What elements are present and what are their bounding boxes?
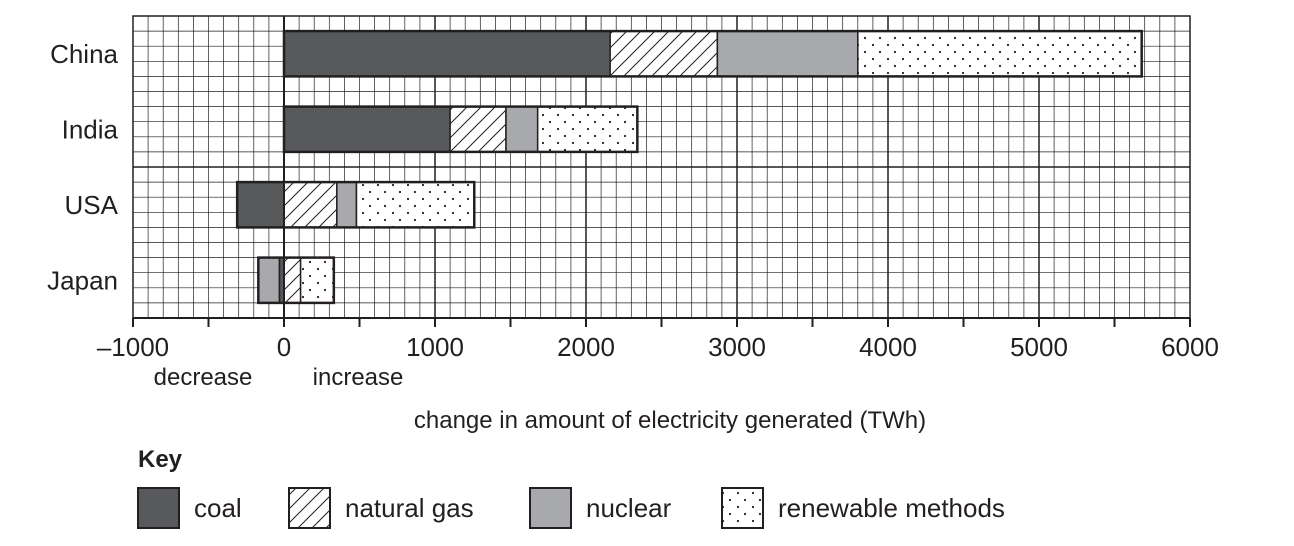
x-tick-label: 3000 (708, 332, 766, 362)
x-axis: –1000 0 1000 2000 3000 4000 5000 6000 (97, 317, 1219, 362)
x-tick-label: 6000 (1161, 332, 1219, 362)
segment-nuclear (716, 30, 859, 78)
legend-swatch (721, 487, 764, 529)
category-label: Japan (47, 265, 118, 295)
category-label: China (50, 39, 118, 69)
segment-nuclear (336, 181, 358, 229)
legend-label: renewable methods (778, 493, 1005, 523)
x-tick-label: 1000 (406, 332, 464, 362)
x-tick-label: 0 (277, 332, 291, 362)
segment-nuclear (505, 105, 539, 153)
segment-natural-gas (609, 30, 719, 78)
bars (235, 16, 1143, 318)
legend-item-renewable-methods: renewable methods (721, 487, 1005, 529)
bar-china (282, 29, 1143, 78)
legend-swatch (529, 487, 572, 529)
legend-title: Key (138, 446, 183, 473)
segment-renewable-methods (355, 181, 476, 229)
x-tick-label: 5000 (1010, 332, 1068, 362)
decrease-label: decrease (154, 364, 253, 391)
x-tick-label: 4000 (859, 332, 917, 362)
increase-label: increase (313, 364, 404, 391)
segment-coal (283, 105, 451, 153)
category-label: USA (65, 190, 119, 220)
legend: coal natural gas nuclear renewable methods (137, 487, 1005, 529)
segment-natural-gas (283, 256, 302, 304)
x-axis-title: change in amount of electricity generate… (414, 407, 926, 434)
category-label: India (62, 114, 119, 144)
segment-coal (236, 181, 285, 229)
legend-item-natural-gas: natural gas (288, 487, 474, 529)
legend-swatch (137, 487, 180, 529)
legend-label: natural gas (345, 493, 474, 523)
y-axis-labels: China India USA Japan (47, 39, 118, 296)
bar-india (282, 105, 639, 154)
segment-coal (283, 30, 611, 78)
segment-nuclear (257, 256, 281, 304)
legend-label: coal (194, 493, 242, 523)
segment-renewable-methods (299, 256, 335, 304)
x-tick-label: 2000 (557, 332, 615, 362)
x-tick-label: –1000 (97, 332, 169, 362)
legend-swatch (288, 487, 331, 529)
legend-label: nuclear (586, 493, 672, 523)
bar-usa (235, 180, 476, 229)
segment-renewable-methods (857, 30, 1143, 78)
legend-item-coal: coal (137, 487, 242, 529)
segment-natural-gas (449, 105, 507, 153)
legend-item-nuclear: nuclear (529, 487, 672, 529)
segment-renewable-methods (536, 105, 639, 153)
bar-japan (257, 256, 336, 305)
segment-natural-gas (283, 181, 338, 229)
